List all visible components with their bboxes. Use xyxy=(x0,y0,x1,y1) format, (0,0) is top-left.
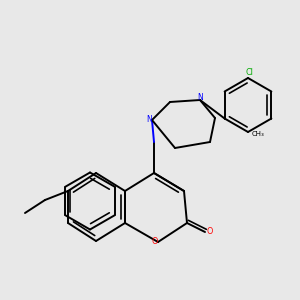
Text: O: O xyxy=(151,238,158,247)
Text: Cl: Cl xyxy=(246,68,254,77)
Text: O: O xyxy=(206,227,213,236)
Text: N: N xyxy=(197,92,203,101)
Text: N: N xyxy=(146,116,152,124)
Text: CH₃: CH₃ xyxy=(252,130,265,136)
